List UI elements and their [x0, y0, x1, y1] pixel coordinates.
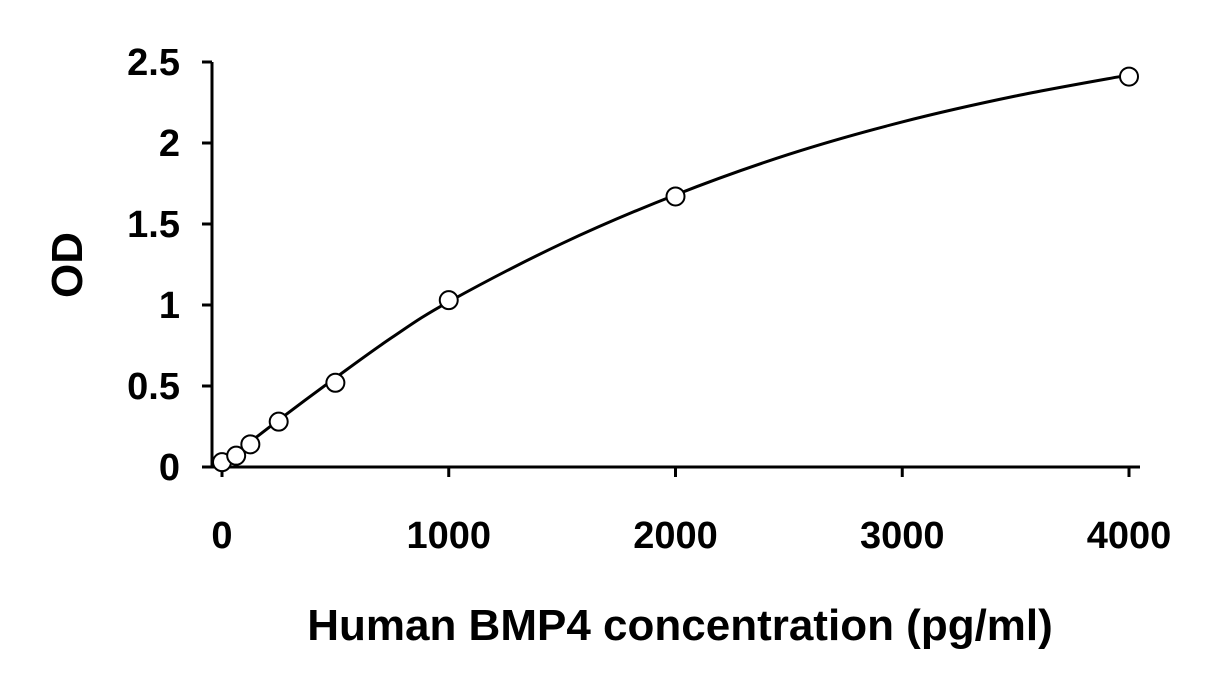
- data-point: [1119, 66, 1139, 87]
- data-point: [325, 372, 346, 393]
- y-tick-label: 1: [159, 285, 180, 327]
- x-tick-label: 3000: [860, 515, 945, 557]
- y-tick-label: 0: [159, 447, 180, 489]
- y-tick-label: 2.5: [127, 42, 180, 84]
- y-axis-title: OD: [43, 232, 92, 298]
- y-tick-label: 0.5: [127, 366, 180, 408]
- x-ticks: 0 1000 2000 3000 4000: [211, 467, 1171, 557]
- x-tick-label: 4000: [1087, 515, 1172, 557]
- data-point: [665, 186, 686, 207]
- x-tick-label: 0: [211, 515, 232, 557]
- data-point: [240, 434, 261, 455]
- y-tick-label: 2: [159, 123, 180, 165]
- x-tick-label: 1000: [406, 515, 491, 557]
- data-point: [438, 290, 459, 311]
- fit-curve-group: [221, 73, 1130, 465]
- x-axis-title: Human BMP4 concentration (pg/ml): [307, 601, 1053, 650]
- fit-curve: [221, 73, 1130, 465]
- y-tick-label: 1.5: [127, 204, 180, 246]
- x-tick-label: 2000: [633, 515, 718, 557]
- data-point: [268, 411, 289, 432]
- axes: [210, 62, 1140, 469]
- data-points: [212, 66, 1139, 473]
- data-point: [226, 445, 247, 466]
- y-ticks: 0 0.5 1 1.5 2 2.5: [127, 42, 212, 489]
